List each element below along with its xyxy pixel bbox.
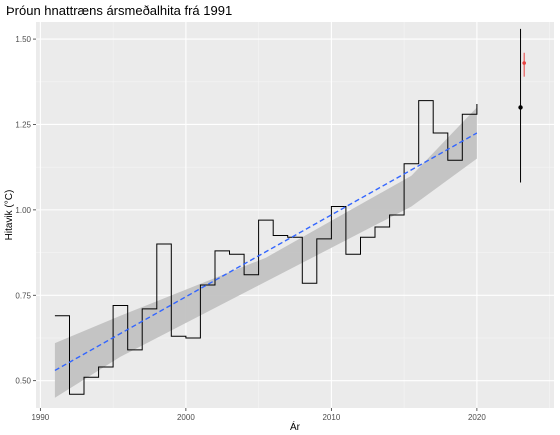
y-tick-label: 0.50 <box>15 377 31 386</box>
temperature-step-line <box>54 100 478 395</box>
x-axis: 1990 2000 2010 2020 <box>31 408 486 422</box>
x-tick-label: 1990 <box>31 413 49 422</box>
grid-major <box>36 22 554 408</box>
step-line-layer <box>54 100 478 395</box>
y-axis-title: Hitavik (°C) <box>4 190 15 241</box>
x-tick-label: 2010 <box>322 413 340 422</box>
confidence-band-layer <box>54 107 477 398</box>
x-axis-title: Ár <box>290 420 301 433</box>
y-tick-label: 0.75 <box>15 291 31 300</box>
x-tick-label: 2020 <box>468 413 486 422</box>
x-tick-label: 2000 <box>177 413 195 422</box>
chart-title: Þróun hnattræns ársmeðalhita frá 1991 <box>6 3 232 18</box>
linear-trend-line <box>54 132 478 372</box>
pointrange-point-0 <box>518 105 523 110</box>
y-axis: 0.50 0.75 1.00 1.25 1.50 <box>15 35 36 386</box>
trend-line-layer <box>54 132 478 372</box>
pointrange-point-1 <box>522 61 526 65</box>
pointrange-layer <box>518 28 526 183</box>
y-tick-label: 1.50 <box>15 35 31 44</box>
confidence-band <box>54 107 477 398</box>
y-tick-label: 1.00 <box>15 206 31 215</box>
y-tick-label: 1.25 <box>15 120 31 129</box>
